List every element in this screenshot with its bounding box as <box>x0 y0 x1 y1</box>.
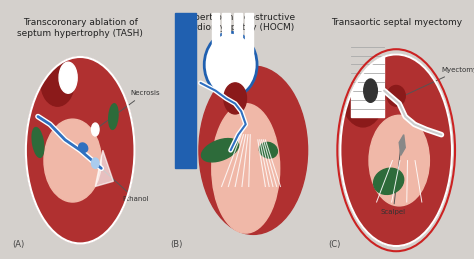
Ellipse shape <box>91 158 99 168</box>
Ellipse shape <box>259 142 277 158</box>
Text: Myectomy: Myectomy <box>406 67 474 95</box>
Text: Transcoronary ablation of
septum hypertrophy (TASH): Transcoronary ablation of septum hypertr… <box>17 18 143 38</box>
Ellipse shape <box>32 127 44 157</box>
Text: (B): (B) <box>170 240 182 249</box>
Circle shape <box>364 79 377 102</box>
Text: Ethanol: Ethanol <box>103 170 149 203</box>
Ellipse shape <box>41 60 74 106</box>
Ellipse shape <box>224 83 246 114</box>
Polygon shape <box>245 13 253 65</box>
Text: Necrosis: Necrosis <box>98 90 160 128</box>
Ellipse shape <box>44 119 101 202</box>
Ellipse shape <box>204 32 257 97</box>
Text: (A): (A) <box>12 240 25 249</box>
Ellipse shape <box>201 139 239 162</box>
Ellipse shape <box>387 85 405 106</box>
Text: Scalpel: Scalpel <box>381 150 406 215</box>
Circle shape <box>26 57 135 243</box>
Circle shape <box>26 57 135 243</box>
Ellipse shape <box>79 143 88 152</box>
Text: Transaortic septal myectomy: Transaortic septal myectomy <box>331 18 462 27</box>
Polygon shape <box>399 135 405 155</box>
Ellipse shape <box>59 62 77 93</box>
Ellipse shape <box>374 168 404 195</box>
Text: Hypertrophic obstructive
cardiomyopathy (HOCM): Hypertrophic obstructive cardiomyopathy … <box>182 13 295 32</box>
Polygon shape <box>235 13 242 65</box>
Polygon shape <box>95 150 113 186</box>
Ellipse shape <box>369 115 429 206</box>
Polygon shape <box>222 13 230 65</box>
Ellipse shape <box>109 104 118 130</box>
Polygon shape <box>212 13 219 65</box>
Polygon shape <box>351 39 384 117</box>
Text: (C): (C) <box>328 240 341 249</box>
Ellipse shape <box>340 54 386 127</box>
Circle shape <box>91 123 99 136</box>
Ellipse shape <box>212 104 280 233</box>
Ellipse shape <box>199 66 308 234</box>
Polygon shape <box>175 13 196 168</box>
Circle shape <box>340 54 452 246</box>
